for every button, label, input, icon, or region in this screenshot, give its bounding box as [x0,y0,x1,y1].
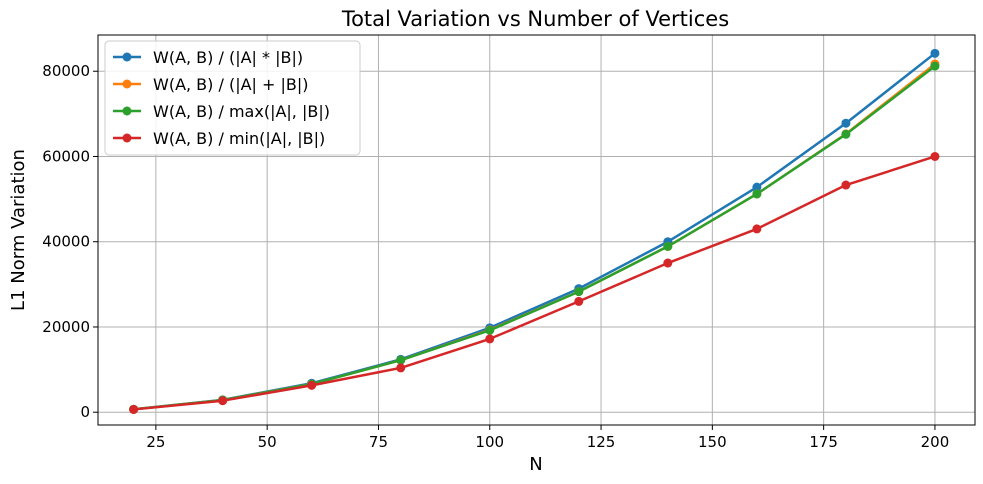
data-point [841,129,851,139]
x-tick-label: 25 [146,433,165,451]
x-tick-label: 75 [369,433,388,451]
y-tick-label: 80000 [42,62,90,80]
legend-swatch-marker [122,106,132,116]
y-tick-label: 20000 [42,318,90,336]
y-tick-label: 0 [80,403,90,421]
legend-entry: W(A, B) / (|A| * |B|) [113,48,303,67]
data-point [485,334,495,344]
series-4 [129,151,940,414]
data-point [841,180,851,190]
legend-swatch-marker [122,133,132,143]
data-point [930,48,940,58]
data-point [574,287,584,297]
data-point [841,118,851,128]
data-point [930,61,940,71]
legend-label: W(A, B) / (|A| * |B|) [153,48,303,67]
series-line [133,155,936,411]
data-point [574,296,584,306]
data-point [129,404,139,414]
data-point [218,396,228,406]
data-point [485,325,495,335]
legend: W(A, B) / (|A| * |B|) W(A, B) / (|A| + |B… [104,40,361,156]
legend-swatch-marker [122,79,132,89]
legend-label: W(A, B) / (|A| + |B|) [153,75,309,94]
data-point [307,380,317,390]
data-point [930,151,940,161]
y-axis-label: L1 Norm Variation [8,149,29,311]
grid [98,35,975,425]
y-axis: 0 20000 40000 60000 80000 [42,62,98,421]
x-tick-label: 200 [921,433,950,451]
legend-label: W(A, B) / min(|A|, |B|) [153,129,325,148]
plot-frame [97,34,976,426]
x-tick-label: 125 [587,433,616,451]
x-tick-label: 50 [258,433,277,451]
data-point [396,363,406,373]
x-tick-label: 100 [475,433,504,451]
legend-label: W(A, B) / max(|A|, |B|) [153,102,330,121]
data-point [663,241,673,251]
series-layer [129,48,940,414]
y-tick-label: 40000 [42,233,90,251]
legend-entry: W(A, B) / max(|A|, |B|) [113,102,330,121]
data-point [752,189,762,199]
data-point [663,258,673,268]
x-axis-label: N [529,454,542,475]
data-point [396,355,406,365]
legend-entry: W(A, B) / (|A| + |B|) [113,75,309,94]
legend-entry: W(A, B) / min(|A|, |B|) [113,129,325,148]
y-tick-label: 60000 [42,147,90,165]
x-axis: 25 50 75 100 125 150 175 200 [146,425,949,451]
x-tick-label: 150 [698,433,727,451]
data-point [752,224,762,234]
legend-box [104,40,361,156]
legend-swatch-marker [122,52,132,62]
chart-title: Total Variation vs Number of Vertices [341,7,729,31]
x-tick-label: 175 [809,433,838,451]
data-point [752,182,762,192]
